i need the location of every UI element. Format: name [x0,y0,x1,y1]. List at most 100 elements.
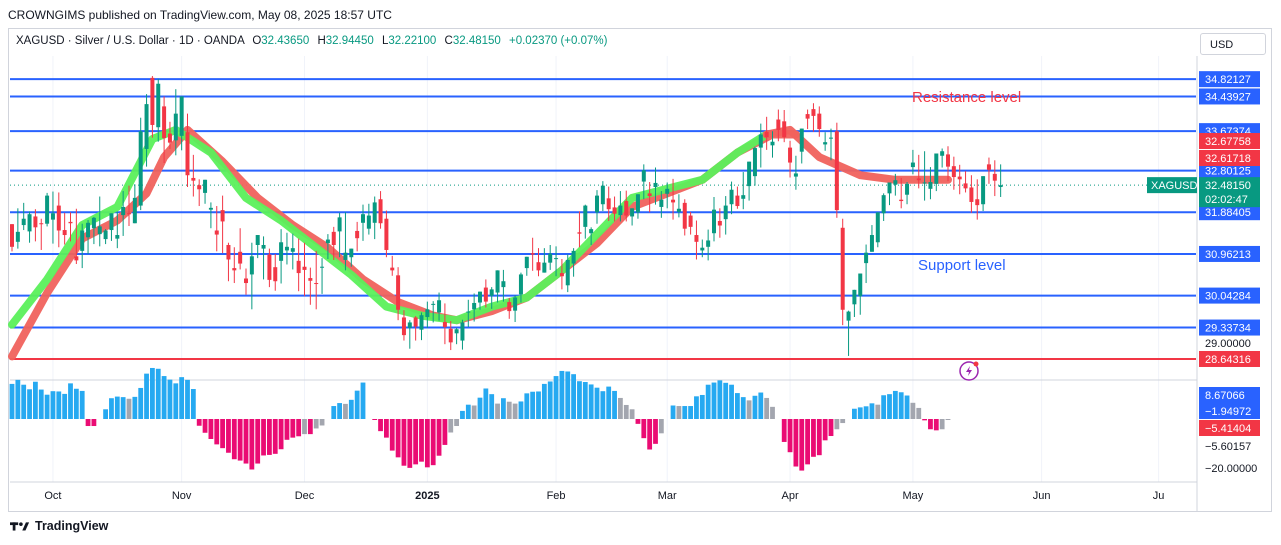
candle-body [478,291,482,303]
oscillator-bar [454,419,459,427]
candle-body [887,182,892,194]
oscillator-bar [875,404,881,419]
oscillator-bar [103,409,108,419]
oscillator-bar [15,379,21,419]
oscillator-bar [307,419,313,435]
oscillator-bar [530,391,536,419]
currency-selector[interactable]: USD [1200,33,1266,55]
ohlc-open-value: 32.43650 [261,35,310,47]
candle-body [741,195,746,199]
candle-body [384,218,389,250]
candle-body [571,250,576,264]
candle-body [910,162,915,168]
price-level-label: 30.04284 [1205,291,1251,303]
candle-body [302,266,307,270]
candle-body [296,260,301,274]
candle-body [349,248,354,258]
time-axis-label: Dec [295,490,315,502]
ohlc-close-value: 32.48150 [452,35,501,47]
oscillator-bar [109,398,114,419]
flash-news-icon-dot [973,361,979,367]
last-price-value: 32.48150 [1205,180,1251,192]
oscillator-bar [834,419,840,430]
annotation-label: Support level [918,257,1006,274]
candle-body [396,275,401,310]
candle-body [676,208,681,212]
price-level-label-box [1199,204,1260,221]
candle-body [80,230,85,251]
price-level-label: 29.33734 [1205,323,1251,335]
candle-body [138,131,143,206]
oscillator-bar [688,406,693,419]
candle-body [542,262,547,273]
oscillator-bar [395,419,401,458]
candle-body [132,197,137,224]
oscillator-bar [770,406,775,419]
price-level-label-box [1199,88,1260,105]
oscillator-bar [629,409,635,419]
oscillator-bar [237,419,243,461]
candle-body [167,133,172,143]
oscillator-bar [120,397,126,419]
oscillator-bar [922,419,927,421]
oscillator-bar [495,403,500,419]
candle-body [214,230,219,235]
oscillator-bar [261,419,266,456]
candle-body [559,273,564,277]
oscillator-bar [167,379,173,419]
time-axis-label: 2025 [415,490,439,502]
oscillator-bar [220,419,225,449]
oscillator-axis-label: −5.41404 [1205,423,1251,435]
candle-body [957,176,962,180]
candle-body [431,303,436,305]
oscillator-bar [811,419,816,457]
candle-body [881,195,886,214]
candle-body [671,199,676,203]
candle-body [21,218,26,226]
candle-body [986,164,991,170]
candle-body [817,113,822,130]
candle-body [747,161,752,187]
candle-body [507,302,512,312]
time-axis-label: Feb [547,490,566,502]
candle-body [811,109,816,116]
oscillator-bar [904,395,910,419]
candle-body [226,244,231,260]
candle-body [68,221,73,224]
oscillator-bar [787,419,793,453]
candle-body [62,230,67,236]
candle-body [97,226,102,235]
candle-body [103,230,108,240]
oscillator-bar [752,395,758,419]
oscillator-axis-label: −1.94972 [1205,406,1251,418]
candle-body [244,278,248,284]
oscillator-bar [348,399,354,419]
candle-body [144,104,149,149]
published-note: CROWNGIMS published on TradingView.com, … [8,8,392,22]
oscillator-bar [401,419,407,466]
candle-body [401,317,406,336]
oscillator-bar [740,397,746,419]
oscillator-bar [185,379,190,419]
candle-body [279,242,284,261]
oscillator-bar [676,406,682,419]
oscillator-bar [144,373,149,419]
candle-body [407,322,412,328]
oscillator-axis-label-box [1199,387,1260,403]
last-price-tag [1199,177,1260,208]
candle-body [630,208,635,217]
oscillator-bar [419,419,424,462]
candle-body [536,262,541,271]
candle-body [45,195,50,224]
candle-body [27,214,32,232]
oscillator-bar [928,419,933,430]
oscillator-bar [822,419,828,441]
oscillator-bar [319,419,325,426]
oscillator-bar [267,419,272,455]
candle-body [220,210,225,222]
candle-body [121,206,126,216]
candle-body [723,205,728,220]
candle-body [583,205,588,227]
candle-body [74,256,79,261]
